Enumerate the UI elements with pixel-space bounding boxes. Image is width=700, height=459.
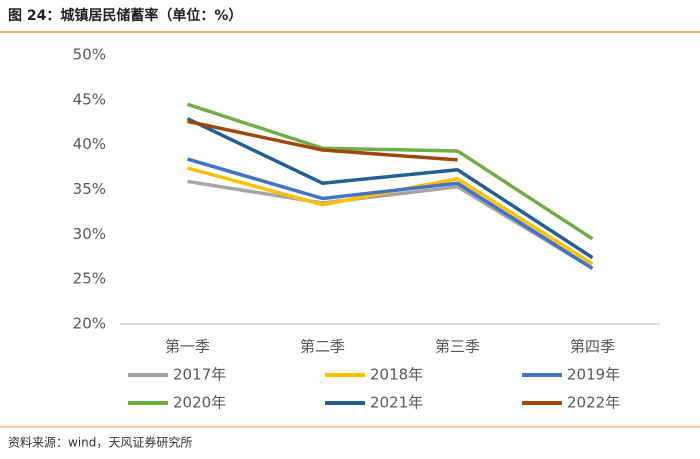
x-tick-label: 第三季 <box>435 338 480 356</box>
y-tick-label: 20% <box>73 315 106 333</box>
source: 资料来源：wind，天风证券研究所 <box>8 435 192 450</box>
x-tick-label: 第四季 <box>570 338 615 356</box>
chart-title: 图 24：城镇居民储蓄率（单位：%） <box>8 7 242 24</box>
series-line <box>187 119 458 162</box>
legend-label: 2019年 <box>567 366 620 384</box>
legend-label: 2021年 <box>370 394 423 412</box>
series-line <box>187 166 594 266</box>
y-tick-label: 40% <box>73 135 106 153</box>
series-line <box>186 102 594 241</box>
series-line <box>186 117 594 260</box>
legend-label: 2017年 <box>173 366 226 384</box>
y-tick-label: 45% <box>73 90 106 108</box>
legend-label: 2018年 <box>370 366 423 384</box>
x-tick-label: 第一季 <box>165 338 210 356</box>
x-tick-label: 第二季 <box>300 338 345 356</box>
legend-label: 2022年 <box>567 394 620 412</box>
y-tick-label: 35% <box>73 180 106 198</box>
legend-label: 2020年 <box>173 394 226 412</box>
y-tick-label: 25% <box>73 270 106 288</box>
y-tick-label: 50% <box>73 46 106 64</box>
y-tick-label: 30% <box>73 225 106 243</box>
series-line <box>187 157 594 270</box>
